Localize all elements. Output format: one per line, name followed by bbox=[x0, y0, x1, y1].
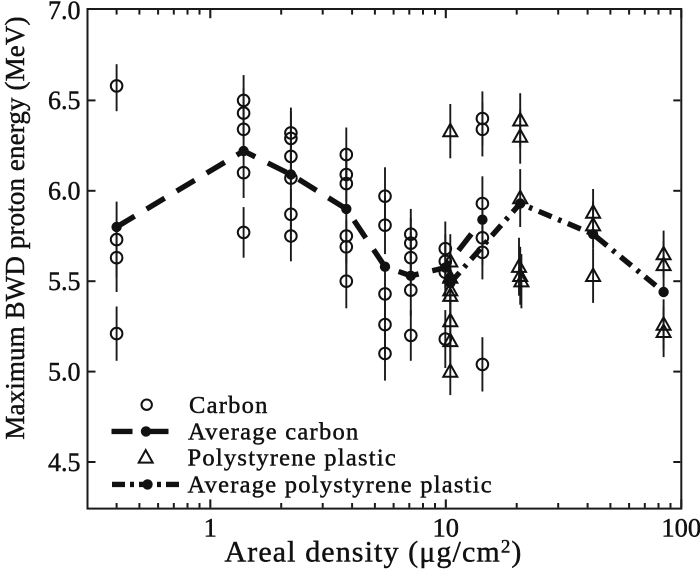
svg-text:Carbon: Carbon bbox=[189, 392, 269, 419]
svg-text:Maximum BWD proton energy (MeV: Maximum BWD proton energy (MeV) bbox=[0, 16, 30, 439]
svg-text:1: 1 bbox=[204, 513, 217, 543]
svg-text:Average carbon: Average carbon bbox=[188, 419, 359, 446]
svg-text:10: 10 bbox=[433, 513, 460, 543]
svg-text:6.5: 6.5 bbox=[48, 86, 81, 115]
svg-text:4.5: 4.5 bbox=[48, 448, 81, 477]
svg-text:Average polystyrene plastic: Average polystyrene plastic bbox=[188, 472, 493, 499]
svg-text:7.0: 7.0 bbox=[48, 0, 81, 25]
svg-text:5.0: 5.0 bbox=[48, 357, 81, 386]
svg-text:100: 100 bbox=[661, 513, 700, 543]
svg-text:Areal density (μg/cm2): Areal density (μg/cm2) bbox=[224, 536, 522, 569]
svg-text:Polystyrene plastic: Polystyrene plastic bbox=[188, 445, 398, 472]
svg-text:5.5: 5.5 bbox=[48, 267, 81, 296]
svg-text:6.0: 6.0 bbox=[48, 177, 81, 206]
